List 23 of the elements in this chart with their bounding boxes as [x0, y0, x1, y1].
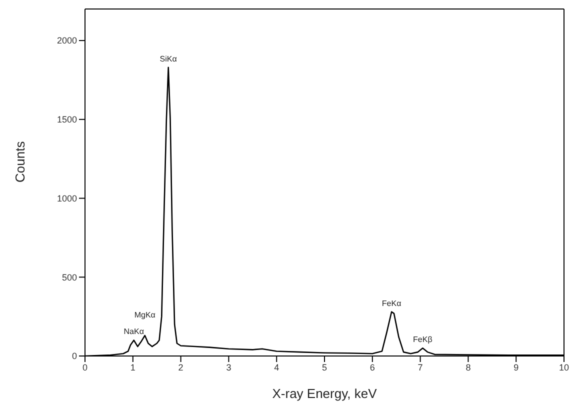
annotation: NaKα — [124, 327, 144, 336]
x-tick-label: 3 — [226, 362, 232, 372]
y-axis-title: Counts — [12, 140, 28, 182]
x-tick-label: 10 — [558, 362, 570, 372]
annotation: MgKα — [134, 310, 156, 320]
x-tick-label: 2 — [178, 362, 184, 372]
annotation: FeKβ — [413, 335, 433, 344]
x-tick-label: 7 — [418, 362, 423, 372]
x-tick-label: 9 — [514, 362, 519, 372]
x-tick-label: 8 — [466, 362, 471, 372]
y-tick-label: 500 — [62, 272, 77, 282]
x-tick-label: 5 — [322, 362, 328, 372]
x-tick-label: 4 — [274, 362, 280, 372]
x-tick-label: 1 — [130, 362, 136, 372]
annotation: SiKα — [160, 54, 178, 64]
y-tick-label: 1500 — [56, 114, 77, 125]
annotation: FeKα — [382, 298, 402, 308]
x-tick-label: 0 — [82, 362, 88, 372]
y-tick-label: 2000 — [56, 36, 77, 46]
x-tick-label: 6 — [370, 362, 375, 372]
y-tick-label: 0 — [72, 351, 77, 362]
y-tick-label: 1000 — [56, 193, 77, 204]
x-axis-title: X-ray Energy, keV — [272, 386, 378, 401]
